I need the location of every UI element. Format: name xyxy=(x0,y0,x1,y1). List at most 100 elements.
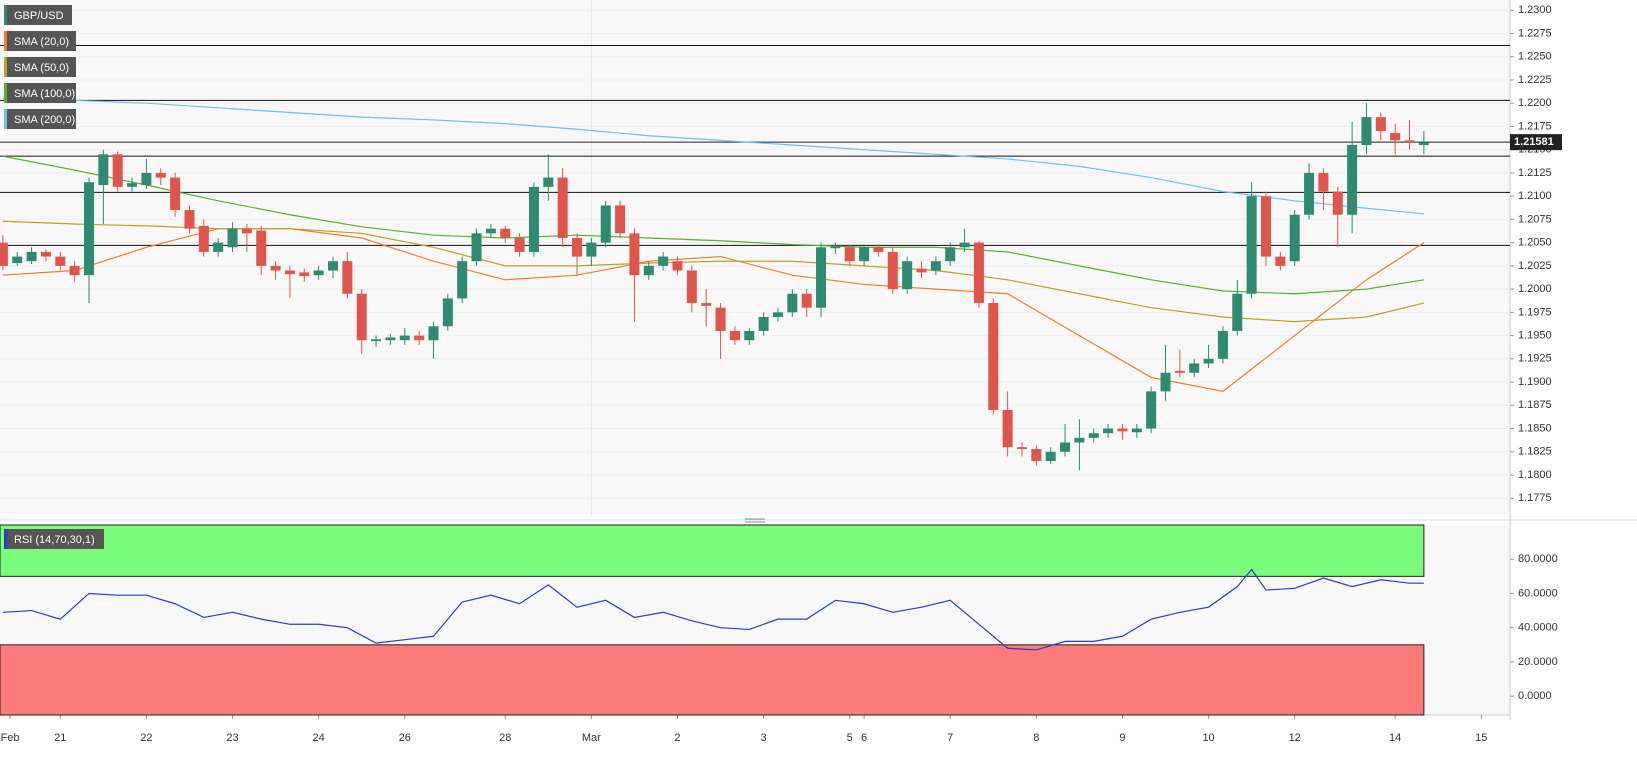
candle-body xyxy=(1217,330,1228,359)
candle-body xyxy=(213,242,224,252)
candle-body xyxy=(26,251,37,262)
legend: GBP/USD SMA (20,0)SMA (50,0)SMA (100,0)S… xyxy=(4,5,104,549)
legend-box[interactable] xyxy=(4,57,76,77)
sma-line xyxy=(2,97,1424,215)
y-tick-label: 1.1900 xyxy=(1518,376,1552,388)
x-tick-label: Feb xyxy=(1,732,20,744)
candle-body xyxy=(902,261,913,290)
candle-body xyxy=(414,335,425,341)
candle-body xyxy=(69,265,80,276)
candle-body xyxy=(313,270,324,276)
candle-body xyxy=(1361,117,1372,146)
candle-body xyxy=(442,298,453,327)
y-tick-label: 20.0000 xyxy=(1518,656,1558,668)
price-panel xyxy=(0,0,1510,515)
y-tick-label: 1.2300 xyxy=(1518,4,1552,16)
candle-body xyxy=(170,177,181,211)
x-tick-label: 22 xyxy=(140,732,152,744)
candle-body xyxy=(1246,196,1257,294)
candle-body xyxy=(1174,370,1185,373)
candle-body xyxy=(155,172,166,178)
candle-body xyxy=(772,312,783,317)
last-price-tag xyxy=(1510,134,1562,151)
y-tick-label: 1.1975 xyxy=(1518,306,1552,318)
candle-body xyxy=(1347,145,1358,215)
y-tick-label: 1.2100 xyxy=(1518,190,1552,202)
legend-text: SMA (50,0) xyxy=(14,62,69,74)
candle-body xyxy=(816,247,827,308)
candle-body xyxy=(0,242,8,266)
candle-body xyxy=(98,154,109,185)
candle-body xyxy=(127,183,138,187)
y-tick-label: 1.2125 xyxy=(1518,167,1552,179)
candle-body xyxy=(1074,437,1085,443)
candle-body xyxy=(1404,140,1415,143)
candle-body xyxy=(270,265,281,271)
candle-body xyxy=(1189,363,1200,373)
candle-body xyxy=(241,228,252,234)
legend-swatch xyxy=(4,529,7,549)
candle-body xyxy=(701,303,712,306)
legend-swatch xyxy=(4,83,7,103)
legend-text: RSI (14,70,30,1) xyxy=(14,534,95,546)
candle-body xyxy=(887,251,898,290)
candle-body xyxy=(1002,409,1013,448)
legend-text: GBP/USD xyxy=(14,10,64,22)
y-tick-label: 1.1850 xyxy=(1518,422,1552,434)
candle-body xyxy=(1260,196,1271,257)
candle-body xyxy=(385,337,396,341)
legend-box[interactable] xyxy=(4,5,72,25)
legend-sma: SMA (20,0) SMA (50,0) SMA (100,0) SMA (200,… xyxy=(4,31,76,129)
candle-body xyxy=(485,228,496,234)
legend-box[interactable] xyxy=(4,83,76,103)
y-tick-label: 1.1825 xyxy=(1518,446,1552,458)
candle-body xyxy=(572,237,583,257)
candle-body xyxy=(844,247,855,262)
legend-box[interactable] xyxy=(4,109,76,129)
legend-box[interactable] xyxy=(4,31,76,51)
candle-body xyxy=(1304,172,1315,215)
candle-body xyxy=(428,326,439,341)
candle-body xyxy=(1318,172,1329,192)
candle-body xyxy=(256,230,267,266)
y-tick-label: 1.1950 xyxy=(1518,329,1552,341)
y-tick-label: 1.2225 xyxy=(1518,74,1552,86)
candle-body xyxy=(12,256,23,264)
candle-body xyxy=(371,339,382,342)
candle-body xyxy=(801,293,812,308)
x-tick-label: 23 xyxy=(226,732,238,744)
candle-body xyxy=(399,335,410,341)
plot: 1.1775 1.1800 1.1825 1.1850 1.1875 1.1900 1.19… xyxy=(0,0,1562,744)
legend-swatch xyxy=(4,57,7,77)
candle-body xyxy=(141,172,152,185)
candle-body xyxy=(787,293,798,313)
x-tick-label: 6 xyxy=(861,732,867,744)
candle-body xyxy=(1390,132,1401,141)
legend-swatch xyxy=(4,31,7,51)
sma-line xyxy=(2,155,1424,295)
candle-body xyxy=(514,237,525,252)
candle-body xyxy=(873,247,884,252)
y-tick-label: 1.2250 xyxy=(1518,51,1552,63)
legend-box[interactable] xyxy=(4,529,104,549)
candle-body xyxy=(1332,191,1343,215)
candle-body xyxy=(672,261,683,271)
legend-text: SMA (100,0) xyxy=(14,88,75,100)
y-tick-label: 0.0000 xyxy=(1518,690,1552,702)
candle-body xyxy=(1060,442,1071,452)
last-price-label: 1.21581 xyxy=(1514,136,1554,148)
y-tick-label: 1.2075 xyxy=(1518,213,1552,225)
candle-body xyxy=(328,261,339,271)
y-tick-label: 40.0000 xyxy=(1518,622,1558,634)
candle-body xyxy=(1103,428,1114,434)
candle-body xyxy=(629,233,640,276)
candle-body xyxy=(1146,391,1157,429)
y-tick-label: 1.2025 xyxy=(1518,260,1552,272)
candle-body xyxy=(227,228,238,248)
x-tick-label: 24 xyxy=(313,732,325,744)
y-tick-label: 1.2200 xyxy=(1518,97,1552,109)
candle-body xyxy=(457,261,468,299)
candle-body xyxy=(715,307,726,331)
y-tick-label: 80.0000 xyxy=(1518,553,1558,565)
candle-body xyxy=(600,205,611,243)
